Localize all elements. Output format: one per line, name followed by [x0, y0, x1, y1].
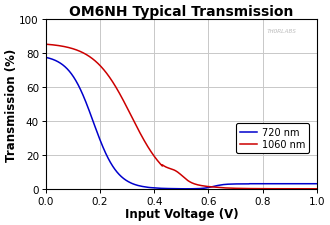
1060 nm: [307, 188, 311, 190]
Title: OM6NH Typical Transmission: OM6NH Typical Transmission: [69, 5, 294, 19]
X-axis label: Input Voltage (V): Input Voltage (V): [124, 207, 238, 220]
1060 nm: [58, 45, 62, 48]
1060 nm: [176, 171, 180, 174]
720 nm: [307, 182, 311, 185]
720 nm: [44, 57, 48, 59]
1060 nm: [307, 188, 311, 190]
720 nm: [58, 62, 62, 65]
Text: THORLABS: THORLABS: [267, 28, 297, 33]
720 nm: [257, 182, 261, 185]
720 nm: [168, 187, 172, 190]
1060 nm: [257, 187, 261, 190]
Line: 720 nm: 720 nm: [46, 58, 317, 189]
Y-axis label: Transmission (%): Transmission (%): [5, 48, 18, 161]
720 nm: [183, 188, 187, 190]
Line: 1060 nm: 1060 nm: [46, 45, 317, 189]
1060 nm: [315, 188, 319, 190]
720 nm: [307, 182, 311, 185]
720 nm: [176, 187, 180, 190]
720 nm: [315, 182, 319, 185]
Legend: 720 nm, 1060 nm: 720 nm, 1060 nm: [236, 124, 309, 154]
1060 nm: [44, 44, 48, 46]
1060 nm: [168, 168, 172, 170]
